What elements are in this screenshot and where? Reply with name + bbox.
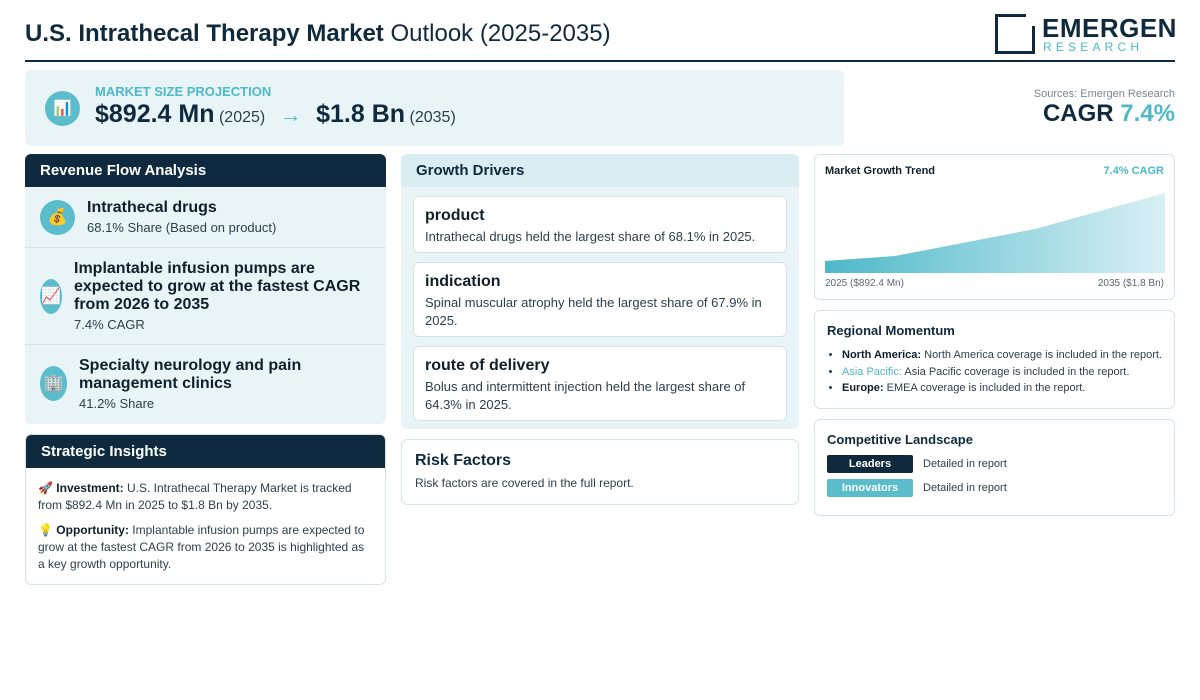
innovators-desc: Detailed in report bbox=[923, 482, 1007, 494]
regional-title: Regional Momentum bbox=[827, 323, 955, 338]
competitive-landscape-panel: Competitive Landscape Leaders Detailed i… bbox=[814, 419, 1175, 516]
sources-note: Sources: Emergen Research bbox=[1033, 88, 1175, 100]
page-title-rest: Outlook (2025-2035) bbox=[390, 20, 611, 47]
region-item: Asia Pacific: Asia Pacific coverage is i… bbox=[842, 364, 1172, 381]
cagr-summary: CAGR 7.4% bbox=[1043, 100, 1175, 128]
trend-chart-icon: 📈 bbox=[40, 279, 62, 314]
risk-factors-title: Risk Factors bbox=[415, 452, 512, 469]
emergen-logo: EMERGEN RESEARCH bbox=[995, 13, 1176, 56]
page-header: U.S. Intrathecal Therapy Market Outlook … bbox=[25, 12, 1176, 62]
competitive-title: Competitive Landscape bbox=[827, 432, 973, 447]
risk-factors-panel: Risk Factors Risk factors are covered in… bbox=[401, 439, 799, 505]
driver-text: Bolus and intermittent injection held th… bbox=[425, 379, 746, 412]
lightbulb-icon: 💡 bbox=[38, 523, 53, 537]
trend-area bbox=[825, 193, 1165, 273]
opportunity-label: Opportunity: bbox=[56, 523, 129, 537]
driver-card: route of delivery Bolus and intermittent… bbox=[413, 346, 787, 421]
driver-title: product bbox=[425, 207, 485, 224]
investment-label: Investment: bbox=[56, 481, 124, 495]
trend-area-chart bbox=[825, 193, 1165, 273]
revenue-item-title: Specialty neurology and pain management … bbox=[79, 357, 302, 392]
page-title: U.S. Intrathecal Therapy Market Outlook … bbox=[25, 20, 611, 48]
revenue-item: 💰 Intrathecal drugs 68.1% Share (Based o… bbox=[25, 187, 386, 248]
revenue-item-title: Implantable infusion pumps are expected … bbox=[74, 260, 361, 313]
market-size-projection: 📊 MARKET SIZE PROJECTION $892.4 Mn (2025… bbox=[25, 70, 844, 146]
cagr-label: CAGR bbox=[1042, 100, 1114, 127]
trend-end-label: 2035 ($1.8 Bn) bbox=[1097, 278, 1164, 289]
trend-cagr: 7.4% CAGR bbox=[1103, 165, 1164, 177]
driver-card: product Intrathecal drugs held the large… bbox=[413, 196, 787, 253]
driver-card: indication Spinal muscular atrophy held … bbox=[413, 262, 787, 337]
innovators-badge: Innovators bbox=[827, 479, 913, 497]
projection-start-year: (2025) bbox=[218, 109, 266, 126]
revenue-item: 📈 Implantable infusion pumps are expecte… bbox=[25, 248, 386, 345]
investment-insight: 🚀 Investment: U.S. Intrathecal Therapy M… bbox=[38, 480, 373, 514]
growth-drivers-panel: Growth Drivers product Intrathecal drugs… bbox=[401, 154, 799, 429]
regional-list: North America: North America coverage is… bbox=[842, 347, 1172, 397]
bar-chart-icon: 📊 bbox=[45, 91, 80, 126]
growth-drivers-title: Growth Drivers bbox=[401, 154, 799, 187]
revenue-item-sub: 41.2% Share bbox=[79, 396, 155, 411]
page-title-bold: U.S. Intrathecal Therapy Market bbox=[25, 20, 384, 47]
projection-values: $892.4 Mn (2025) → $1.8 Bn (2035) bbox=[95, 100, 456, 129]
region-item: North America: North America coverage is… bbox=[842, 347, 1172, 364]
rocket-icon: 🚀 bbox=[38, 481, 53, 495]
strategic-insights-panel: Strategic Insights 🚀 Investment: U.S. In… bbox=[25, 434, 386, 585]
projection-start-value: $892.4 Mn bbox=[95, 100, 215, 128]
opportunity-insight: 💡 Opportunity: Implantable infusion pump… bbox=[38, 522, 373, 573]
leaders-desc: Detailed in report bbox=[923, 458, 1007, 470]
logo-sub: RESEARCH bbox=[1043, 40, 1144, 54]
regional-momentum-panel: Regional Momentum North America: North A… bbox=[814, 310, 1175, 409]
region-text: EMEA coverage is included in the report. bbox=[886, 382, 1086, 394]
trend-start-label: 2025 ($892.4 Mn) bbox=[825, 278, 904, 289]
driver-text: Spinal muscular atrophy held the largest… bbox=[425, 295, 762, 328]
region-text: North America coverage is included in th… bbox=[924, 349, 1162, 361]
logo-name: EMERGEN bbox=[1042, 13, 1177, 43]
region-name: North America: bbox=[842, 349, 922, 361]
revenue-item-title: Intrathecal drugs bbox=[87, 199, 217, 216]
revenue-item-sub: 7.4% CAGR bbox=[74, 317, 145, 332]
region-item: Europe: EMEA coverage is included in the… bbox=[842, 380, 1172, 397]
risk-factors-text: Risk factors are covered in the full rep… bbox=[415, 476, 634, 490]
driver-text: Intrathecal drugs held the largest share… bbox=[425, 229, 756, 244]
cagr-value: 7.4% bbox=[1120, 100, 1175, 127]
driver-title: indication bbox=[425, 273, 501, 290]
projection-end-value: $1.8 Bn bbox=[316, 100, 406, 128]
revenue-item: 🏢 Specialty neurology and pain managemen… bbox=[25, 345, 386, 424]
revenue-flow-title: Revenue Flow Analysis bbox=[25, 154, 386, 187]
logo-mark-icon bbox=[995, 14, 1035, 54]
trend-title: Market Growth Trend bbox=[825, 165, 936, 177]
strategic-insights-title: Strategic Insights bbox=[26, 435, 385, 468]
leaders-badge: Leaders bbox=[827, 455, 913, 473]
revenue-item-sub: 68.1% Share (Based on product) bbox=[87, 220, 277, 235]
driver-title: route of delivery bbox=[425, 357, 550, 374]
money-bag-icon: 💰 bbox=[40, 200, 75, 235]
projection-label: MARKET SIZE PROJECTION bbox=[95, 84, 272, 99]
region-name: Europe: bbox=[842, 382, 884, 394]
arrow-right-icon: → bbox=[279, 102, 302, 127]
region-name: Asia Pacific: bbox=[842, 365, 902, 378]
projection-end-year: (2035) bbox=[409, 109, 456, 126]
opportunity-text: Implantable infusion pumps are expected … bbox=[38, 523, 365, 571]
market-growth-trend-panel: Market Growth Trend 7.4% CAGR 2025 ($892… bbox=[814, 154, 1175, 300]
building-icon: 🏢 bbox=[40, 366, 67, 401]
investment-text: U.S. Intrathecal Therapy Market is track… bbox=[38, 481, 352, 512]
revenue-flow-panel: Revenue Flow Analysis 💰 Intrathecal drug… bbox=[25, 154, 386, 424]
region-text: Asia Pacific coverage is included in the… bbox=[904, 365, 1130, 378]
